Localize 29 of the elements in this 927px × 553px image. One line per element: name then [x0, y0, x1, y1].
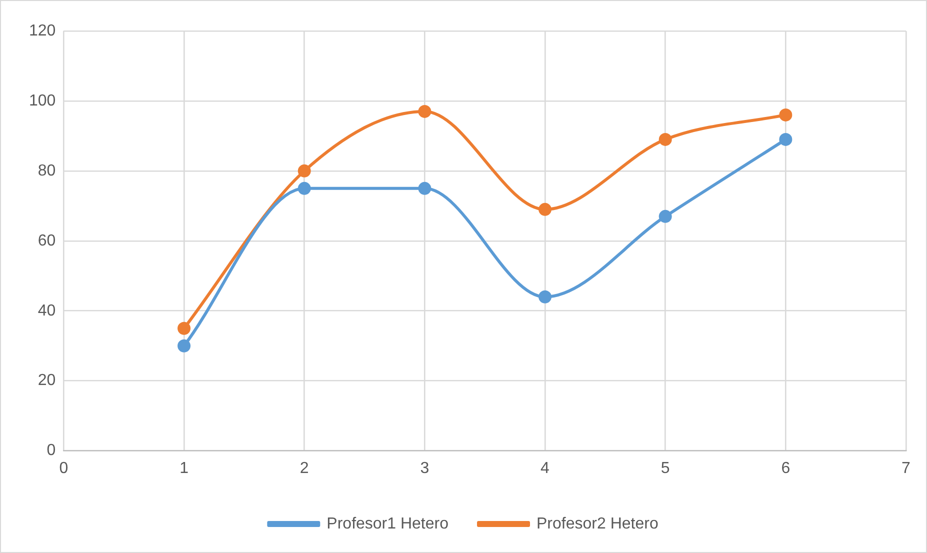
- point: [658, 132, 672, 146]
- point: [298, 182, 311, 195]
- y-tick-label: 60: [38, 232, 56, 250]
- x-tick-label: 4: [540, 460, 550, 477]
- x-tick-label: 2: [300, 460, 309, 477]
- legend-label: Profesor1 Hetero: [326, 515, 449, 532]
- point: [178, 339, 191, 352]
- x-tick-label: 5: [660, 460, 670, 477]
- y-tick-label: 120: [28, 22, 56, 40]
- x-tick-label: 3: [420, 460, 430, 477]
- x-tick-label: 0: [59, 460, 68, 477]
- point: [418, 182, 432, 195]
- point: [658, 210, 672, 223]
- point: [538, 202, 552, 216]
- legend-label: Profesor2 Hetero: [536, 515, 658, 532]
- point: [178, 322, 191, 335]
- x-tick-label: 7: [902, 460, 911, 477]
- x-tick-label: 6: [781, 460, 790, 477]
- point: [298, 164, 311, 178]
- x-tick-label: 1: [180, 460, 189, 477]
- point: [779, 132, 792, 146]
- point: [779, 108, 792, 122]
- y-tick-label: 0: [46, 442, 56, 460]
- y-tick-label: 40: [38, 302, 56, 320]
- y-tick-label: 80: [38, 162, 56, 180]
- point: [418, 104, 432, 118]
- y-tick-label: 20: [38, 372, 56, 390]
- y-tick-label: 100: [28, 92, 56, 110]
- point: [538, 290, 552, 304]
